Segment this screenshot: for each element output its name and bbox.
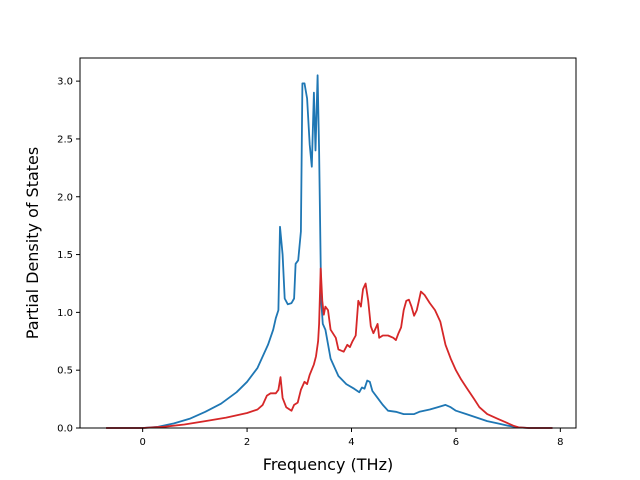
x-tick-label: 8 <box>557 437 563 448</box>
series-line-2 <box>106 267 553 429</box>
y-tick-label: 2.0 <box>57 192 73 203</box>
x-tick-label: 0 <box>139 437 145 448</box>
y-tick-label: 1.0 <box>57 308 73 319</box>
plot-area <box>106 74 553 429</box>
x-tick-label: 2 <box>244 437 250 448</box>
x-tick-label: 4 <box>348 437 354 448</box>
y-tick-label: 2.5 <box>57 134 73 145</box>
x-tick-label: 6 <box>453 437 459 448</box>
x-axis-label: Frequency (THz) <box>263 455 393 474</box>
axis-ticks: 0 2 4 6 8 0.0 0.5 1.0 1.5 2.0 2.5 3.0 <box>57 77 563 448</box>
axes-frame <box>79 57 577 429</box>
y-tick-label: 0.0 <box>57 424 73 435</box>
y-tick-label: 3.0 <box>57 77 73 88</box>
y-tick-label: 0.5 <box>57 366 73 377</box>
series-line-1 <box>106 74 553 429</box>
y-axis-label: Partial Density of States <box>23 147 42 339</box>
y-tick-label: 1.5 <box>57 250 73 261</box>
